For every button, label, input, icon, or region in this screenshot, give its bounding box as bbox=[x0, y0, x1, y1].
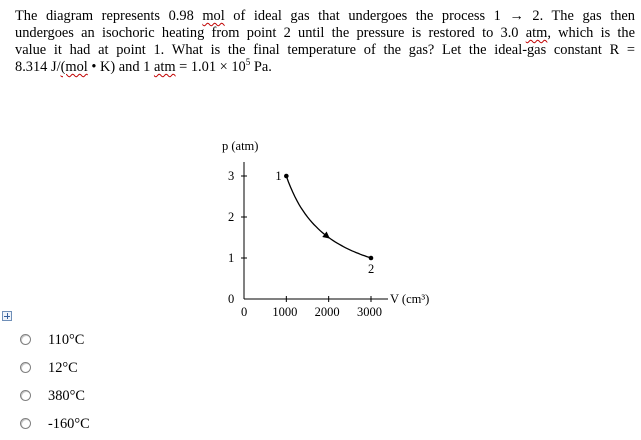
question-line-1: The diagram represents 0.98 mol of ideal… bbox=[15, 8, 635, 24]
x-tick-label: 0 bbox=[241, 305, 247, 319]
question-line-2: undergoes an isochoric heating from poin… bbox=[15, 25, 635, 41]
radio-button-icon[interactable] bbox=[20, 390, 31, 401]
x-tick-label: 3000 bbox=[357, 305, 382, 319]
question-line-3: value it had at point 1. What is the fin… bbox=[15, 42, 635, 58]
y-tick-label: 1 bbox=[228, 251, 234, 265]
answer-option-label: 12°C bbox=[48, 360, 78, 376]
y-axis-label: p (atm) bbox=[222, 139, 258, 153]
process-arrow-icon bbox=[322, 231, 330, 239]
answer-option[interactable]: 12°C bbox=[20, 356, 140, 384]
state-point-label: 2 bbox=[368, 262, 374, 276]
radio-button-icon[interactable] bbox=[20, 362, 31, 373]
x-tick-label: 1000 bbox=[272, 305, 297, 319]
question-line-4: 8.314 J/(mol • K) and 1 atm = 1.01 × 105… bbox=[15, 57, 272, 75]
spellcheck-word: (mol bbox=[60, 59, 88, 75]
x-axis-label: V (cm³) bbox=[390, 292, 429, 306]
answer-option-label: -160°C bbox=[48, 416, 90, 432]
answer-option[interactable]: 110°C bbox=[20, 328, 140, 356]
answer-options: 110°C 12°C 380°C -160°C bbox=[20, 328, 140, 440]
question-text: The diagram represents 0.98 mol of ideal… bbox=[15, 8, 635, 76]
spellcheck-word: atm bbox=[153, 59, 176, 75]
state-point bbox=[284, 173, 289, 179]
y-tick-label: 0 bbox=[228, 292, 234, 306]
expand-plus-icon[interactable] bbox=[2, 311, 12, 321]
radio-button-icon[interactable] bbox=[20, 418, 31, 429]
answer-option-label: 380°C bbox=[48, 388, 85, 404]
answer-option-label: 110°C bbox=[48, 332, 85, 348]
answer-option[interactable]: -160°C bbox=[20, 412, 140, 440]
x-tick-label: 2000 bbox=[315, 305, 340, 319]
state-point-label: 1 bbox=[275, 169, 281, 183]
radio-button-icon[interactable] bbox=[20, 334, 31, 345]
state-point bbox=[368, 255, 374, 261]
answer-option[interactable]: 380°C bbox=[20, 384, 140, 412]
y-tick-label: 2 bbox=[228, 210, 234, 224]
process-curve bbox=[285, 175, 372, 259]
spellcheck-word: atm bbox=[525, 25, 548, 41]
spellcheck-word: mol bbox=[202, 8, 225, 24]
y-tick-label: 3 bbox=[228, 169, 234, 183]
